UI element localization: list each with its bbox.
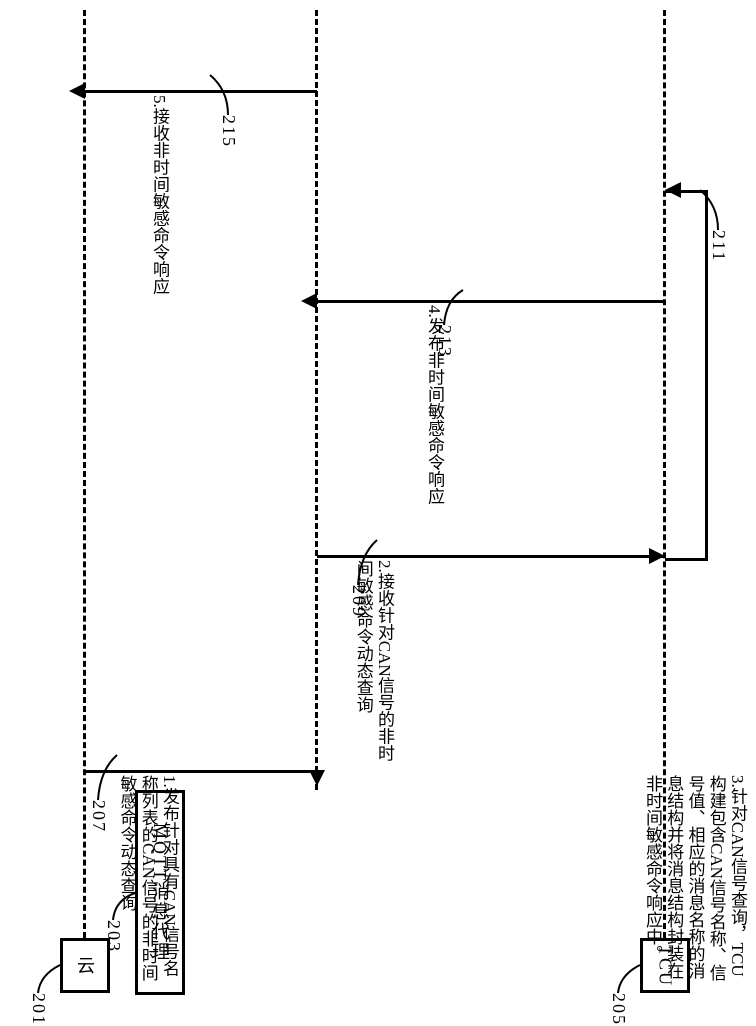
- ref-step3: 211: [708, 230, 729, 262]
- ref-step1: 207: [88, 800, 109, 833]
- msg4-line: [317, 300, 665, 303]
- msg2-arrowhead: [649, 548, 665, 564]
- msg3-head: [665, 182, 681, 198]
- msg3-self: [665, 190, 708, 561]
- step5-text: 5.接收非时间敏感命令响应: [140, 95, 170, 335]
- msg5-head: [69, 83, 85, 99]
- ref-step4: 213: [434, 325, 455, 358]
- ref-cloud: 201: [28, 993, 49, 1026]
- msg2-line: [317, 555, 665, 558]
- msg4-head: [301, 293, 317, 309]
- msg5-line: [85, 90, 317, 93]
- ref-step2: 209: [348, 585, 369, 618]
- step3-text: 3.针对CAN信号查询，TCU构建包含CAN信号名称、信号值、相应的消息名称的消…: [568, 775, 748, 993]
- sequence-diagram: 云 MQTT消息代理 TCU 201 203 205 1.发布针对具有CAN信号…: [0, 0, 756, 1000]
- ref-step5: 215: [218, 115, 239, 148]
- ref-tcu: 205: [608, 993, 629, 1026]
- msg1-head: [309, 770, 325, 786]
- msg1-h: [85, 770, 315, 773]
